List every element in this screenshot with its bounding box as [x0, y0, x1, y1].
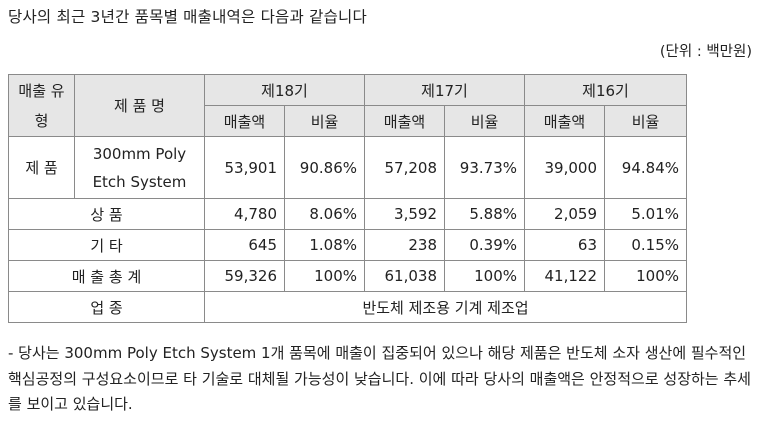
- cell-ratio: 94.84%: [604, 136, 687, 199]
- cell-amount: 59,326: [204, 260, 285, 292]
- cell-ratio: 93.73%: [444, 136, 525, 199]
- cell-ratio: 90.86%: [284, 136, 365, 199]
- cell-amount: 645: [204, 229, 285, 261]
- section-heading: 당사의 최근 3년간 품목별 매출내역은 다음과 같습니다: [8, 8, 367, 26]
- cell-amount: 57,208: [364, 136, 445, 199]
- subheader-amount: 매출액: [204, 105, 285, 137]
- row-label: 업 종: [8, 291, 205, 323]
- cell-ratio: 100%: [284, 260, 365, 292]
- cell-amount: 53,901: [204, 136, 285, 199]
- row-label: 상 품: [8, 198, 205, 230]
- subheader-ratio: 비율: [604, 105, 687, 137]
- header-sales-type: 매출 유형: [8, 74, 75, 137]
- cell-amount: 63: [524, 229, 605, 261]
- subheader-row: 매출액 비율 매출액 비율 매출액 비율: [9, 105, 687, 137]
- table-row-total: 매 출 총 계 59,326 100% 61,038 100% 41,122 1…: [8, 260, 687, 292]
- table-row-goods: 상 품 4,780 8.06% 3,592 5.88% 2,059 5.01%: [8, 198, 687, 230]
- table-row-product: 제 품 300mm Poly Etch System 53,901 90.86%…: [8, 136, 687, 199]
- subheader-ratio: 비율: [444, 105, 525, 137]
- cell-amount: 4,780: [204, 198, 285, 230]
- cell-ratio: 0.39%: [444, 229, 525, 261]
- cell-ratio: 100%: [444, 260, 525, 292]
- subheader-amount: 매출액: [364, 105, 445, 137]
- table-row-other: 기 타 645 1.08% 238 0.39% 63 0.15%: [8, 229, 687, 261]
- row-type-label: 제 품: [8, 136, 75, 199]
- row-label: 매 출 총 계: [8, 260, 205, 292]
- subheader-ratio: 비율: [284, 105, 365, 137]
- cell-ratio: 8.06%: [284, 198, 365, 230]
- header-year-18: 제18기: [204, 74, 365, 106]
- header-row: 매출 유형 제 품 명 제18기 제17기 제16기: [8, 74, 687, 137]
- header-year-16: 제16기: [524, 74, 687, 106]
- sales-table: 매출 유형 제 품 명 제18기 제17기 제16기 매출액 비율 매출액 비율…: [8, 74, 687, 323]
- cell-amount: 2,059: [524, 198, 605, 230]
- note-paragraph: - 당사는 300mm Poly Etch System 1개 품목에 매출이 …: [8, 344, 751, 413]
- header-year-17: 제17기: [364, 74, 525, 106]
- header-product-name: 제 품 명: [74, 74, 205, 137]
- unit-label: (단위 : 백만원): [659, 44, 752, 60]
- cell-ratio: 5.88%: [444, 198, 525, 230]
- cell-amount: 41,122: [524, 260, 605, 292]
- cell-ratio: 5.01%: [604, 198, 687, 230]
- cell-amount: 61,038: [364, 260, 445, 292]
- cell-amount: 3,592: [364, 198, 445, 230]
- cell-ratio: 1.08%: [284, 229, 365, 261]
- cell-ratio: 100%: [604, 260, 687, 292]
- product-name: 300mm Poly Etch System: [74, 136, 205, 199]
- subheader-amount: 매출액: [524, 105, 605, 137]
- industry-value: 반도체 제조용 기계 제조업: [204, 291, 687, 323]
- cell-amount: 238: [364, 229, 445, 261]
- cell-ratio: 0.15%: [604, 229, 687, 261]
- row-label: 기 타: [8, 229, 205, 261]
- table-row-industry: 업 종 반도체 제조용 기계 제조업: [8, 291, 687, 323]
- cell-amount: 39,000: [524, 136, 605, 199]
